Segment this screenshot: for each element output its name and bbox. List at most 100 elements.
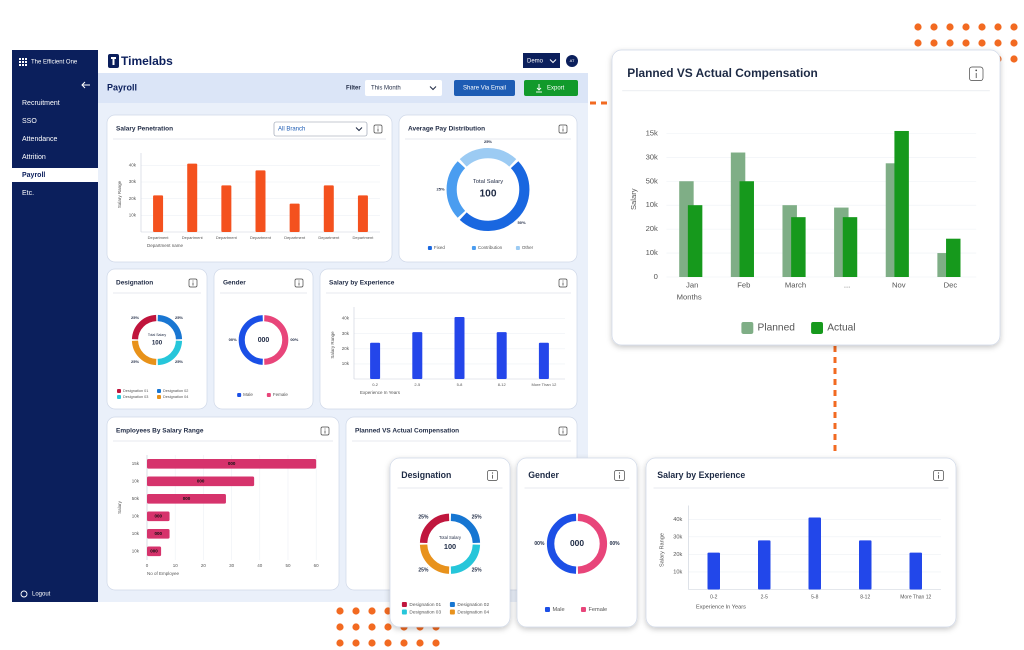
info-icon[interactable] (933, 470, 944, 481)
bar (221, 185, 232, 232)
center-value: 100 (480, 189, 497, 200)
card-title: Gender (223, 280, 246, 287)
x-tick-label: 60 (314, 563, 320, 568)
info-icon[interactable] (320, 426, 330, 436)
orange-dot (432, 639, 440, 647)
legend-marker (580, 607, 586, 612)
filter-label: Filter (346, 86, 361, 92)
orange-dot (962, 39, 970, 47)
card-title: Average Pay Distribution (408, 126, 485, 133)
card-bg (106, 114, 393, 263)
info-icon[interactable] (558, 426, 568, 436)
info-icon[interactable] (294, 278, 304, 288)
card-title: Planned VS Actual Compensation (355, 428, 459, 435)
y-axis-label: Salary Range (660, 533, 666, 567)
segment-label: 25% (484, 139, 492, 144)
card-title: Designation (116, 280, 153, 287)
header-bg (98, 50, 588, 73)
x-tick-label: 40 (257, 563, 263, 568)
legend-marker (449, 609, 455, 615)
info-icon[interactable] (487, 470, 498, 481)
y-axis-label: Salary (629, 188, 638, 210)
logo-text: Timelabs (121, 54, 173, 68)
y-tick-label: 10k (342, 361, 350, 366)
legend-marker (471, 246, 476, 250)
legend-marker (157, 395, 161, 399)
x-tick-label: Department (216, 235, 238, 240)
menu-item[interactable]: Etc. (22, 190, 34, 197)
card-title: Gender (528, 470, 559, 480)
bar (147, 528, 170, 539)
share-button[interactable]: Share Via Email (463, 86, 506, 92)
bar-label: 000 (155, 531, 163, 536)
user-menu[interactable]: Demo (527, 59, 544, 65)
y-tick-label: 10k (132, 548, 140, 553)
orange-dot (930, 39, 938, 47)
back-arrow-head (81, 81, 86, 89)
donut-segment (238, 315, 264, 365)
bar (289, 203, 300, 232)
filter-select[interactable]: This Month (371, 86, 401, 92)
legend-marker (449, 602, 455, 607)
center-value: 000 (258, 337, 270, 344)
branch-select-bg[interactable] (273, 121, 368, 137)
orange-dot (400, 639, 408, 647)
info-icon[interactable] (614, 470, 625, 481)
legend-label: Designation 03 (123, 395, 148, 399)
branch-select[interactable]: All Branch (278, 127, 305, 133)
orange-dot (336, 607, 344, 615)
center-title: Total Salary (473, 179, 503, 185)
info-icon[interactable] (188, 278, 198, 288)
bar (412, 332, 423, 379)
x-tick-label: Department (250, 235, 272, 240)
card-bg (516, 457, 638, 628)
legend-label: Designation 02 (163, 389, 188, 393)
y-axis-label: Salary Range (117, 180, 122, 208)
share-button-bg[interactable] (454, 80, 515, 96)
y-tick-label: 50k (646, 176, 658, 185)
segment-label: 25% (418, 514, 429, 520)
avatar-bg[interactable] (566, 55, 578, 67)
orange-dot (384, 623, 392, 631)
export-button[interactable]: Export (547, 86, 565, 92)
filter-select-bg[interactable] (365, 80, 442, 96)
menu-item[interactable]: Recruitment (22, 100, 60, 107)
bar (255, 170, 266, 232)
menu-item[interactable]: Payroll (22, 172, 45, 179)
info-icon[interactable] (969, 66, 984, 81)
bar (842, 217, 858, 277)
info-icon-dot (562, 280, 564, 282)
card-title: Employees By Salary Range (116, 428, 204, 435)
donut-segment (459, 161, 530, 231)
legend-label: Designation 01 (123, 389, 148, 393)
menu-active-bg (12, 168, 98, 182)
donut-segment (419, 544, 450, 574)
info-icon[interactable] (373, 124, 383, 134)
segment-label: 25% (131, 359, 139, 364)
bar (687, 205, 703, 277)
info-icon[interactable] (558, 278, 568, 288)
legend-marker (811, 322, 823, 334)
y-tick-label: 20k (673, 552, 682, 558)
x-tick-label: 5-8 (457, 382, 464, 387)
segment-label: 25% (472, 514, 483, 520)
widget-card: Employees By Salary Range 0 10 20 30 40 50 60 00… (106, 416, 340, 591)
info-icon-dot (324, 428, 326, 430)
user-menu-bg[interactable] (523, 53, 560, 68)
donut-segment (157, 314, 183, 340)
avatar-initials[interactable]: AT (570, 58, 575, 63)
card-bg (389, 457, 511, 628)
y-tick-label: 10k (129, 213, 137, 218)
center-value: 100 (152, 339, 163, 346)
logout-link[interactable]: Logout (32, 592, 51, 598)
info-icon[interactable] (558, 124, 568, 134)
menu-item[interactable]: Attrition (22, 154, 46, 161)
chevron-icon (549, 59, 557, 64)
orange-dot (336, 639, 344, 647)
orange-dot (914, 39, 922, 47)
y-tick-label: 40k (342, 316, 350, 321)
menu-item[interactable]: SSO (22, 118, 37, 125)
menu-item[interactable]: Attendance (22, 136, 58, 143)
donut-segment (419, 513, 450, 544)
